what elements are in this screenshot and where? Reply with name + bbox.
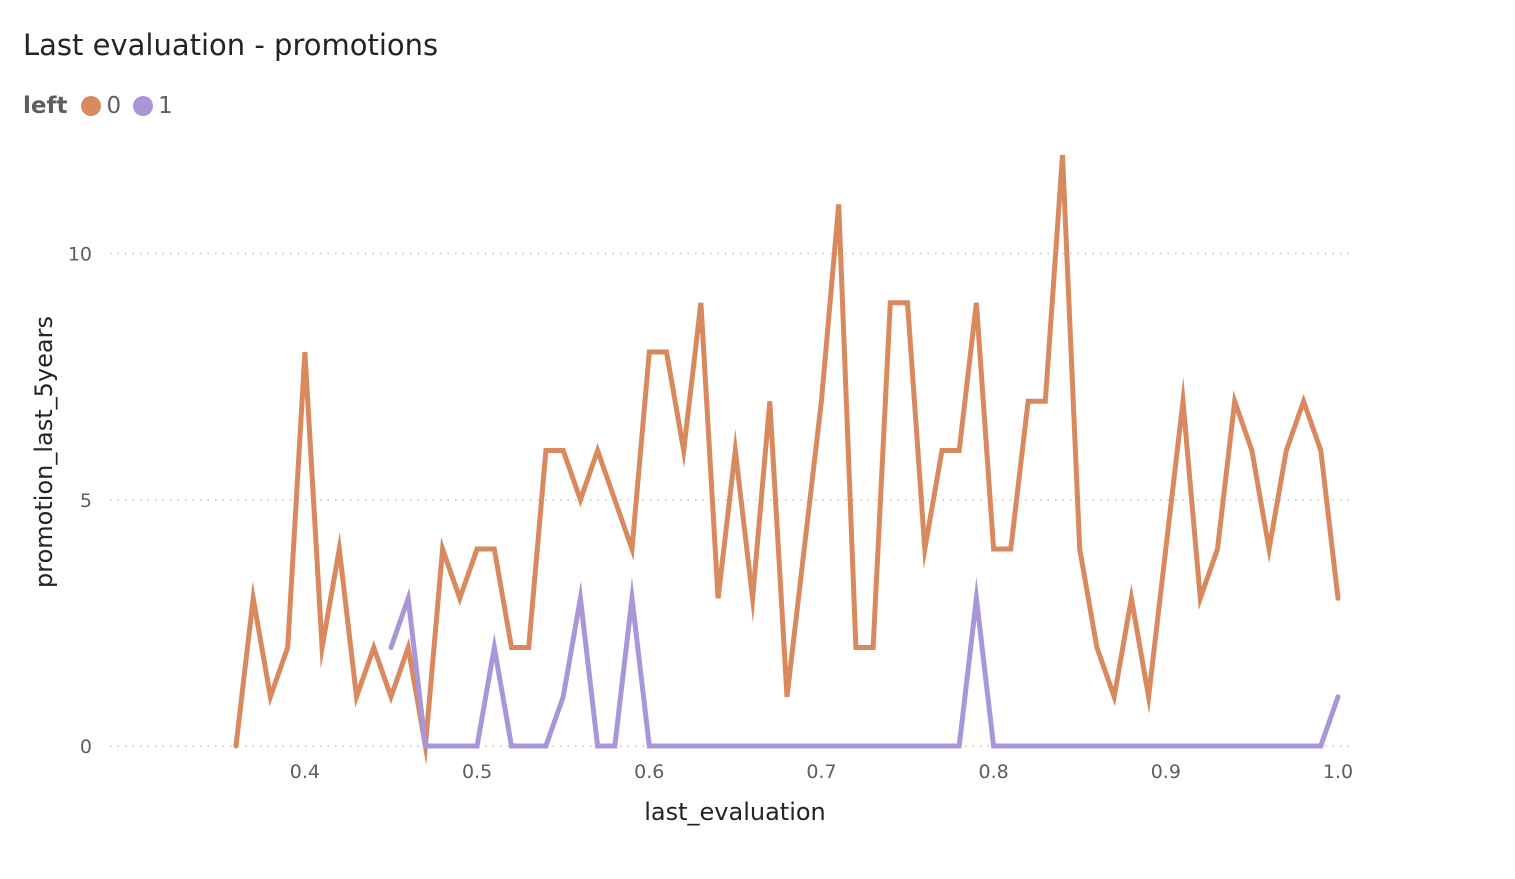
x-tick-label: 1.0 [1323, 761, 1353, 783]
series-line-0[interactable] [233, 154, 1341, 766]
y-tick-label: 10 [68, 244, 92, 266]
legend-item-1[interactable]: 1 [133, 93, 173, 119]
legend: left 0 1 [23, 93, 185, 119]
x-axis-ticks: 0.4 0.5 0.6 0.7 0.8 0.9 1.0 [290, 761, 1353, 783]
legend-label-1: 1 [158, 93, 173, 119]
legend-marker-1-icon [133, 96, 154, 116]
x-tick-label: 0.6 [634, 761, 664, 783]
y-axis-title: promotion_last_5years [30, 316, 58, 588]
legend-title: left [23, 93, 68, 119]
series-lines [233, 154, 1341, 766]
legend-label-0: 0 [106, 93, 122, 119]
x-tick-label: 0.5 [462, 761, 492, 783]
legend-marker-0-icon [81, 96, 102, 116]
x-tick-label: 0.4 [290, 761, 320, 783]
y-tick-label: 0 [80, 736, 92, 758]
y-tick-label: 5 [80, 490, 92, 512]
chart-title: Last evaluation - promotions [23, 28, 439, 62]
x-tick-label: 0.8 [979, 761, 1009, 783]
x-tick-label: 0.9 [1151, 761, 1181, 783]
series-line-1[interactable] [388, 576, 1341, 749]
x-axis-title: last_evaluation [644, 798, 826, 826]
x-tick-label: 0.7 [806, 761, 836, 783]
y-axis-ticks: 0 5 10 [68, 244, 92, 759]
legend-item-0[interactable]: 0 [81, 93, 121, 119]
